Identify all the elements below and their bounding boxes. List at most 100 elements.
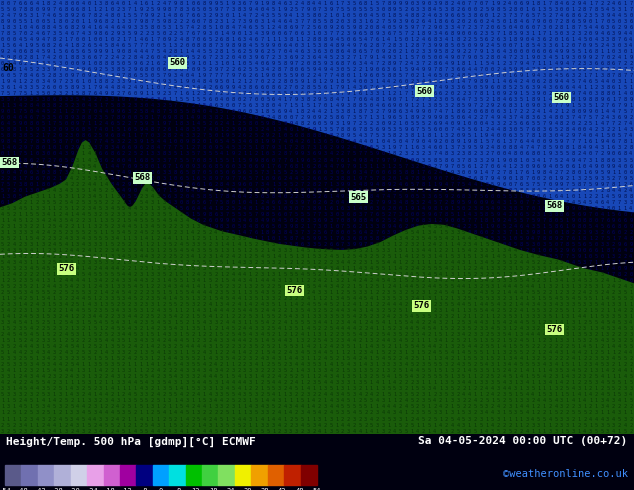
- Text: 4: 4: [456, 1, 460, 6]
- Text: 6: 6: [485, 37, 488, 42]
- Text: 8: 8: [110, 151, 113, 156]
- Text: 9: 9: [65, 127, 67, 132]
- Text: 4: 4: [249, 37, 252, 42]
- Text: 0: 0: [445, 140, 448, 145]
- Text: 2: 2: [197, 338, 200, 343]
- Text: 3: 3: [370, 338, 373, 343]
- Text: 1: 1: [485, 422, 488, 428]
- Text: 3: 3: [623, 19, 626, 24]
- Text: 7: 7: [99, 140, 102, 145]
- Text: 5: 5: [24, 326, 27, 331]
- Text: 1: 1: [128, 338, 131, 343]
- Text: 0: 0: [335, 200, 339, 205]
- Text: 9: 9: [416, 140, 419, 145]
- Text: 0: 0: [508, 182, 511, 187]
- Text: 1: 1: [595, 296, 598, 301]
- Text: 3: 3: [554, 151, 557, 156]
- Text: 5: 5: [318, 230, 321, 235]
- Text: 5: 5: [76, 290, 79, 295]
- Text: 4: 4: [433, 387, 436, 392]
- Text: 4: 4: [353, 157, 356, 163]
- Text: 4: 4: [353, 296, 356, 301]
- Text: 3: 3: [410, 242, 413, 247]
- Text: 4: 4: [520, 308, 523, 313]
- Text: 4: 4: [526, 411, 529, 416]
- Text: 5: 5: [179, 320, 183, 325]
- Text: 8: 8: [335, 115, 339, 121]
- Text: 9: 9: [451, 170, 454, 174]
- Text: 1: 1: [289, 103, 292, 108]
- Text: 6: 6: [612, 224, 615, 229]
- Text: 3: 3: [243, 278, 246, 283]
- Text: 2: 2: [387, 344, 391, 349]
- Text: 6: 6: [231, 109, 235, 114]
- Text: 1: 1: [514, 170, 517, 174]
- Text: 4: 4: [330, 392, 333, 397]
- Text: 5: 5: [439, 49, 442, 54]
- Text: 1: 1: [179, 332, 183, 337]
- Text: 5: 5: [76, 49, 79, 54]
- Text: 4: 4: [318, 350, 321, 355]
- Text: 2: 2: [289, 170, 292, 174]
- Text: 3: 3: [243, 7, 246, 12]
- Text: 5: 5: [364, 7, 367, 12]
- Text: 5: 5: [560, 272, 563, 277]
- Text: 3: 3: [514, 133, 517, 139]
- Text: 7: 7: [554, 103, 557, 108]
- Text: 3: 3: [237, 236, 240, 241]
- Text: 3: 3: [41, 338, 44, 343]
- Text: 5: 5: [410, 392, 413, 397]
- Text: 2: 2: [404, 242, 408, 247]
- Text: 5: 5: [197, 362, 200, 368]
- Text: 4: 4: [272, 115, 275, 121]
- Text: 3: 3: [220, 55, 223, 60]
- Text: 1: 1: [514, 398, 517, 403]
- Text: 4: 4: [330, 151, 333, 156]
- Text: 4: 4: [387, 260, 391, 265]
- Text: 3: 3: [451, 146, 454, 150]
- Text: 9: 9: [128, 188, 131, 193]
- Text: 5: 5: [231, 206, 235, 211]
- Text: 3: 3: [168, 350, 171, 355]
- Text: 1: 1: [387, 146, 391, 150]
- Text: 2: 2: [427, 25, 430, 30]
- Text: 3: 3: [122, 314, 125, 319]
- Text: 8: 8: [99, 61, 102, 66]
- Text: 6: 6: [203, 164, 206, 169]
- Text: 3: 3: [134, 103, 137, 108]
- Text: 4: 4: [295, 175, 298, 181]
- Text: 2: 2: [41, 326, 44, 331]
- Text: 5: 5: [162, 43, 165, 48]
- Text: 3: 3: [531, 157, 534, 163]
- Text: 4: 4: [600, 380, 604, 385]
- Text: 2: 2: [399, 398, 402, 403]
- Text: 3: 3: [422, 194, 425, 198]
- Text: 2: 2: [479, 398, 482, 403]
- Text: 3: 3: [548, 429, 552, 434]
- Text: 4: 4: [491, 326, 494, 331]
- Text: 2: 2: [629, 422, 632, 428]
- Text: 0: 0: [410, 188, 413, 193]
- Text: 3: 3: [456, 230, 460, 235]
- Bar: [251, 465, 268, 486]
- Text: 4: 4: [162, 296, 165, 301]
- Text: 9: 9: [445, 194, 448, 198]
- Text: 4: 4: [600, 338, 604, 343]
- Text: 7: 7: [508, 230, 511, 235]
- Text: 3: 3: [491, 362, 494, 368]
- Text: 4: 4: [116, 278, 119, 283]
- Text: 5: 5: [514, 242, 517, 247]
- Text: 4: 4: [606, 140, 609, 145]
- Text: 2: 2: [618, 387, 621, 392]
- Text: 3: 3: [543, 127, 546, 132]
- Text: 7: 7: [410, 175, 413, 181]
- Text: 4: 4: [416, 416, 419, 421]
- Text: 1: 1: [295, 368, 298, 373]
- Text: 2: 2: [145, 296, 148, 301]
- Text: 3: 3: [145, 320, 148, 325]
- Text: 3: 3: [330, 212, 333, 217]
- Text: 5: 5: [427, 362, 430, 368]
- Text: 0: 0: [243, 200, 246, 205]
- Text: 0: 0: [30, 109, 33, 114]
- Text: 9: 9: [543, 164, 546, 169]
